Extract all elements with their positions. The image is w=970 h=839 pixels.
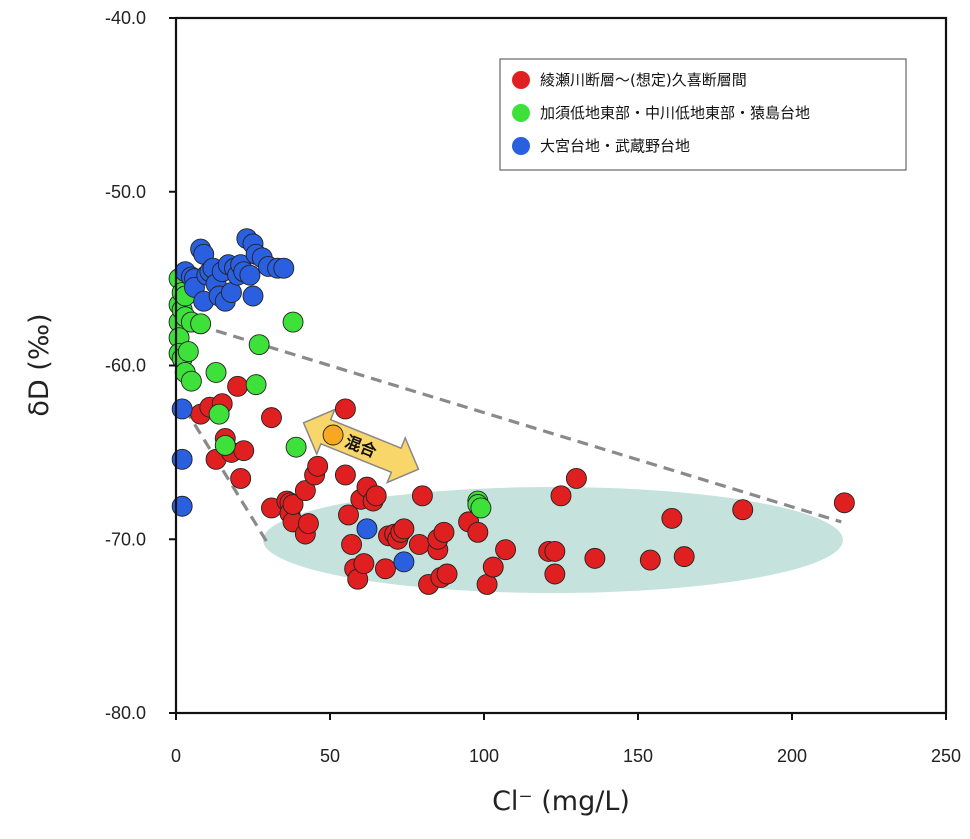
legend-label: 大宮台地・武蔵野台地 [540, 137, 690, 155]
y-tick-label: -50.0 [105, 182, 146, 202]
legend-marker [512, 104, 530, 122]
legend: 綾瀬川断層～(想定)久喜断層間加須低地東部・中川低地東部・猿島台地大宮台地・武蔵… [499, 58, 907, 171]
x-tick-label: 50 [320, 746, 340, 766]
data-point [177, 341, 199, 363]
data-point [239, 264, 261, 286]
x-tick-label: 100 [469, 746, 499, 766]
x-tick-label: 200 [777, 746, 807, 766]
y-tick-label: -70.0 [105, 529, 146, 549]
data-point [365, 485, 387, 507]
legend-label: 加須低地東部・中川低地東部・猿島台地 [540, 104, 810, 122]
data-point [433, 521, 455, 543]
legend-box [499, 58, 907, 171]
data-point [227, 375, 249, 397]
data-point [470, 497, 492, 519]
data-point [584, 547, 606, 569]
data-point [261, 407, 282, 429]
guide-line-1 [215, 329, 842, 524]
data-point [467, 521, 489, 543]
data-point [411, 485, 433, 507]
data-point [334, 464, 356, 486]
data-point [353, 553, 375, 575]
data-point [171, 448, 193, 470]
x-tick-label: 150 [623, 746, 653, 766]
data-point [322, 424, 344, 446]
x-axis-title: Cl⁻ (mg/L) [492, 786, 630, 817]
data-point [408, 534, 430, 555]
data-point [495, 539, 517, 561]
legend-marker [512, 71, 530, 89]
y-axis-title: δD (‰) [24, 313, 55, 416]
data-point [285, 436, 307, 458]
legend-label: 綾瀬川断層～(想定)久喜断層間 [540, 71, 747, 89]
data-point [550, 485, 572, 507]
x-tick-label: 0 [171, 746, 181, 766]
data-point [214, 434, 236, 456]
data-point [338, 504, 359, 526]
data-point [393, 551, 415, 573]
data-point [171, 398, 193, 420]
data-point [673, 546, 695, 568]
data-point [273, 257, 295, 279]
data-point [190, 313, 212, 335]
y-tick-label: -80.0 [105, 703, 146, 723]
data-point [307, 455, 329, 477]
data-point [208, 403, 230, 425]
data-point [341, 534, 363, 555]
data-point [282, 494, 304, 515]
data-point [282, 311, 304, 333]
data-point [482, 556, 504, 578]
data-point [334, 398, 356, 420]
y-tick-label: -40.0 [105, 8, 146, 28]
data-point [639, 549, 661, 571]
data-point [205, 362, 227, 383]
data-point [356, 518, 378, 540]
data-point [242, 285, 264, 307]
data-point [180, 370, 202, 392]
y-tick-label: -60.0 [105, 356, 146, 376]
data-point [565, 467, 587, 489]
guide-line-2 [183, 408, 270, 546]
data-point [245, 374, 267, 396]
data-point [230, 467, 252, 489]
data-point [248, 334, 270, 356]
data-point [544, 540, 566, 562]
data-point [436, 563, 458, 585]
data-point [833, 492, 855, 514]
data-point [294, 480, 316, 502]
legend-marker [512, 137, 530, 155]
data-point [233, 440, 255, 462]
data-point [297, 513, 319, 535]
x-tick-label: 250 [931, 746, 961, 766]
data-point [393, 518, 415, 540]
data-point [661, 507, 683, 529]
data-point [374, 558, 396, 580]
data-point [171, 495, 193, 517]
data-point [732, 499, 754, 521]
data-point [544, 563, 566, 585]
